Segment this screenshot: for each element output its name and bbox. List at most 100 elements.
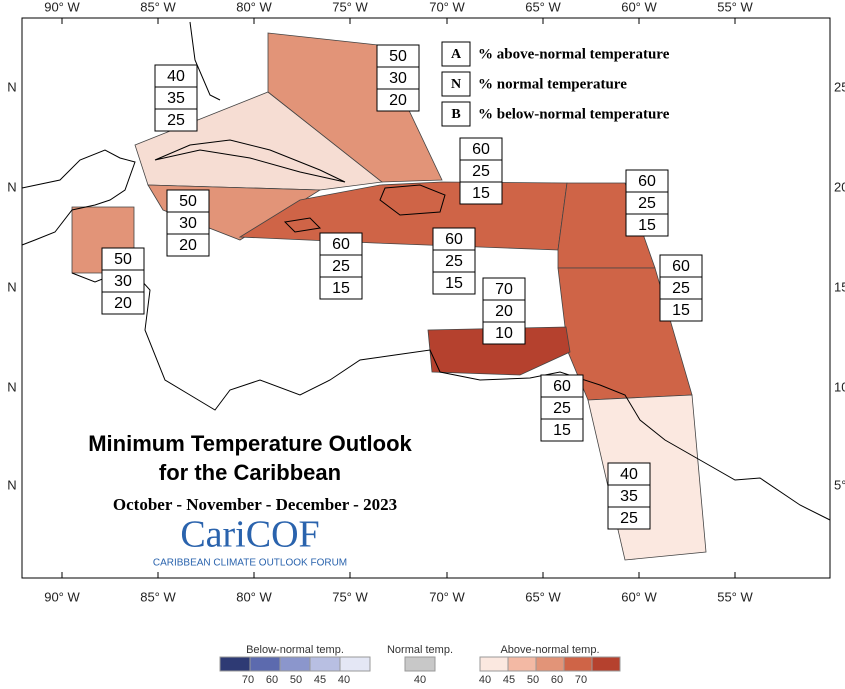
probability-value: 15 (553, 422, 571, 439)
title-block: Minimum Temperature Outlook for the Cari… (88, 431, 412, 569)
lat-label: N (7, 279, 16, 294)
logo-subtitle: CARIBBEAN CLIMATE OUTLOOK FORUM (153, 558, 347, 569)
scale-tick: 60 (266, 674, 278, 684)
region-abc (427, 326, 571, 376)
lat-label: 15 (834, 279, 845, 294)
lat-label: N (7, 179, 16, 194)
probability-value: 50 (114, 251, 132, 268)
probability-value: 15 (672, 302, 690, 319)
scale-tick: 50 (527, 674, 539, 684)
lon-label: 70° W (429, 0, 465, 14)
probability-value: 25 (472, 163, 490, 180)
lon-label: 55° W (717, 0, 753, 14)
key-letter: B (451, 107, 460, 122)
coast-cuba (154, 139, 346, 183)
lat-label: 20 (834, 179, 845, 194)
color-scale: Below-normal temp. Normal temp. Above-no… (219, 644, 621, 686)
key: A N B % above-normal temperature % norma… (441, 41, 670, 127)
probability-value: 50 (179, 193, 197, 210)
lon-label: 70° W (429, 589, 465, 604)
lon-label: 80° W (236, 589, 272, 604)
logo: CariCOF (180, 514, 319, 556)
probability-cell (376, 88, 420, 112)
lon-label: 90° W (44, 589, 80, 604)
probability-value: 15 (638, 217, 656, 234)
scale-title: Normal temp. (387, 644, 453, 656)
scale-cell (563, 656, 593, 672)
probability-value: 20 (179, 237, 197, 254)
probability-cell (482, 321, 526, 345)
scale-cell (404, 656, 436, 672)
lat-label: 25 (834, 79, 845, 94)
lon-label: 85° W (140, 589, 176, 604)
scale-cell (279, 656, 311, 672)
probability-cell (625, 213, 669, 237)
key-box (441, 71, 471, 97)
lon-label: 75° W (332, 589, 368, 604)
key-box (441, 101, 471, 127)
scale-tick: 45 (314, 674, 326, 684)
scale-cell (507, 656, 537, 672)
key-text: % above-normal temperature (478, 46, 670, 62)
scale-cell (479, 656, 509, 672)
probability-value: 30 (179, 215, 197, 232)
scale-tick: 70 (575, 674, 587, 684)
regions (71, 32, 707, 561)
coast-hispaniola (379, 184, 446, 216)
key-letter: N (451, 77, 461, 92)
lon-label: 90° W (44, 0, 80, 14)
title: Minimum Temperature Outlook (88, 431, 412, 456)
lon-label: 65° W (525, 0, 561, 14)
lon-label: 55° W (717, 589, 753, 604)
probability-value: 25 (672, 280, 690, 297)
scale-cell (309, 656, 341, 672)
probability-value: 20 (114, 295, 132, 312)
scale-cell (339, 656, 371, 672)
probability-cell (432, 271, 476, 295)
lon-label: 60° W (621, 589, 657, 604)
scale-cell (591, 656, 621, 672)
lon-label: 60° W (621, 0, 657, 14)
probability-value: 60 (445, 231, 463, 248)
title: for the Caribbean (159, 460, 341, 485)
key-text: % below-normal temperature (478, 106, 670, 122)
probability-value: 20 (495, 303, 513, 320)
probability-value: 25 (445, 253, 463, 270)
probability-cell (154, 108, 198, 132)
probability-value: 60 (672, 258, 690, 275)
lon-label: 75° W (332, 0, 368, 14)
scale-cell (535, 656, 565, 672)
probability-value: 15 (472, 185, 490, 202)
lat-label: N (7, 477, 16, 492)
scale-tick: 40 (414, 674, 426, 684)
region-cuba (134, 91, 383, 191)
probability-value: 60 (638, 173, 656, 190)
lat-label: N (7, 79, 16, 94)
scale-cell (249, 656, 281, 672)
probability-value: 60 (472, 141, 490, 158)
probability-value: 25 (638, 195, 656, 212)
lon-label: 80° W (236, 0, 272, 14)
coast-mexico (21, 149, 136, 246)
probability-cell (459, 181, 503, 205)
lat-label: 10 (834, 379, 845, 394)
probability-value: 30 (114, 273, 132, 290)
probability-value: 25 (167, 112, 185, 129)
probability-value: 70 (495, 281, 513, 298)
lat-label: N (7, 379, 16, 394)
coastlines (21, 21, 831, 521)
scale-title: Above-normal temp. (500, 644, 599, 656)
key-text: % normal temperature (478, 76, 627, 92)
scale-tick: 40 (479, 674, 491, 684)
probability-value: 15 (332, 280, 350, 297)
scale-tick: 45 (503, 674, 515, 684)
lon-label: 65° W (525, 589, 561, 604)
axes: 90° W 85° W 80° W 75° W 70° W 65° W 60° W 55° W… (7, 0, 845, 604)
key-box (441, 41, 471, 67)
probability-value: 50 (389, 48, 407, 65)
scale-tick: 40 (338, 674, 350, 684)
probability-value: 10 (495, 325, 513, 342)
subtitle: October - November - December - 2023 (113, 495, 397, 514)
probability-boxes: 50 30 20 40 35 25 50 30 20 50 30 20 60 25 15 60 25 15 60 25… (101, 44, 703, 530)
